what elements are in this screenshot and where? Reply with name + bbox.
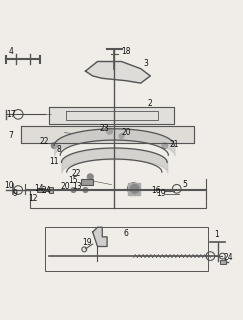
Text: 15: 15 [69, 176, 78, 185]
Text: 17: 17 [6, 110, 16, 119]
Polygon shape [21, 126, 194, 143]
Text: 5: 5 [183, 180, 188, 189]
Text: 18: 18 [122, 47, 131, 56]
Circle shape [71, 188, 76, 192]
Text: 13: 13 [72, 182, 82, 191]
Text: 22: 22 [71, 169, 81, 178]
Circle shape [83, 188, 88, 192]
Text: 24: 24 [41, 186, 51, 195]
Bar [220, 260, 226, 265]
Circle shape [130, 185, 139, 193]
Text: 19: 19 [82, 238, 91, 247]
Text: 21: 21 [170, 140, 179, 149]
Bar [81, 179, 93, 185]
Bar [37, 188, 45, 192]
Bar [45, 227, 208, 270]
Text: 10: 10 [4, 181, 13, 190]
Text: 12: 12 [28, 195, 37, 204]
Text: 24: 24 [224, 253, 233, 262]
Text: 23: 23 [100, 124, 110, 133]
Polygon shape [128, 183, 139, 195]
Bar [49, 188, 53, 193]
Polygon shape [86, 61, 150, 83]
Circle shape [107, 128, 112, 134]
Circle shape [119, 133, 124, 138]
Text: 16: 16 [152, 186, 161, 195]
Bar [30, 190, 206, 208]
Text: 3: 3 [143, 60, 148, 68]
Text: 20: 20 [60, 182, 70, 191]
Polygon shape [93, 227, 107, 246]
Text: 11: 11 [50, 157, 59, 166]
Text: 19: 19 [156, 189, 166, 198]
Text: 1: 1 [214, 230, 219, 239]
Text: 22: 22 [40, 138, 49, 147]
Text: 4: 4 [9, 47, 13, 56]
Text: 2: 2 [148, 99, 153, 108]
Text: 7: 7 [9, 132, 13, 140]
Text: 20: 20 [122, 128, 131, 137]
Circle shape [162, 143, 168, 148]
Polygon shape [49, 107, 174, 124]
Text: 14: 14 [34, 184, 43, 193]
Circle shape [87, 174, 93, 180]
Text: 6: 6 [124, 229, 129, 238]
Circle shape [51, 143, 57, 148]
Text: 8: 8 [57, 145, 61, 154]
Text: 9: 9 [12, 189, 17, 198]
